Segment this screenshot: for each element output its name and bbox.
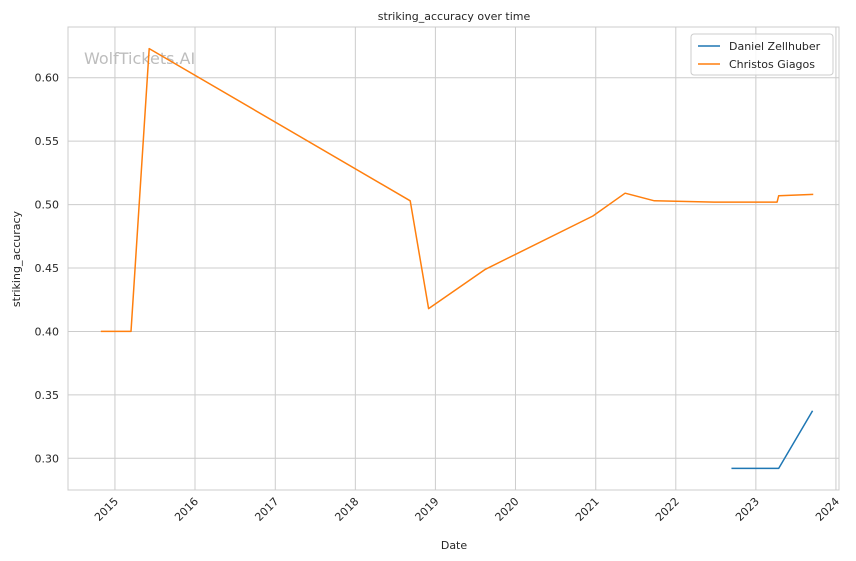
x-tick-label: 2021 bbox=[573, 495, 602, 524]
legend: Daniel Zellhuber Christos Giagos bbox=[690, 33, 834, 76]
legend-label-christos-giagos: Christos Giagos bbox=[729, 58, 815, 71]
x-tick-label: 2015 bbox=[92, 495, 121, 524]
x-axis-label: Date bbox=[441, 539, 468, 552]
y-tick-label: 0.35 bbox=[35, 389, 60, 402]
series-line-daniel-zellhuber bbox=[731, 410, 814, 470]
x-tick-label: 2018 bbox=[332, 495, 361, 524]
x-tick-label: 2020 bbox=[493, 495, 522, 524]
watermark: WolfTickets.AI bbox=[84, 49, 195, 68]
series-line-christos-giagos bbox=[100, 47, 814, 333]
grid bbox=[68, 27, 839, 490]
y-tick-label: 0.40 bbox=[35, 325, 60, 338]
series-lines bbox=[100, 47, 814, 470]
chart-title: striking_accuracy over time bbox=[378, 10, 531, 23]
x-tick-label: 2016 bbox=[172, 495, 201, 524]
y-axis-label: striking_accuracy bbox=[10, 210, 23, 307]
axis-ticks: 2015 2016 2017 2018 2019 2020 2021 2022 2023 2024… bbox=[35, 72, 843, 524]
y-tick-label: 0.30 bbox=[35, 452, 60, 465]
legend-box bbox=[690, 33, 834, 76]
y-tick-label: 0.60 bbox=[35, 72, 60, 85]
y-tick-label: 0.50 bbox=[35, 199, 60, 212]
x-tick-label: 2017 bbox=[252, 495, 281, 524]
x-tick-label: 2024 bbox=[813, 495, 842, 524]
x-tick-label: 2023 bbox=[733, 495, 762, 524]
y-tick-label: 0.55 bbox=[35, 135, 60, 148]
plot-frame bbox=[67, 26, 840, 491]
y-tick-label: 0.45 bbox=[35, 262, 60, 275]
legend-label-daniel-zellhuber: Daniel Zellhuber bbox=[729, 40, 821, 53]
x-tick-label: 2019 bbox=[413, 495, 442, 524]
x-tick-label: 2022 bbox=[653, 495, 682, 524]
